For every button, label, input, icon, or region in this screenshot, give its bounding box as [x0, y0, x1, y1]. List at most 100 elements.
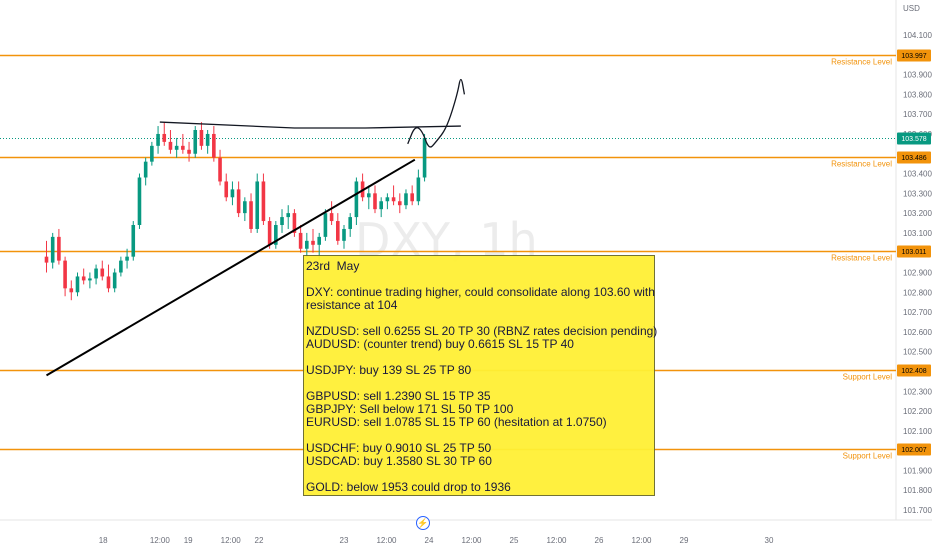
note-line: GBPUSD: sell 1.2390 SL 15 TP 35 [306, 389, 491, 403]
candle-body [44, 256, 49, 263]
price-axis[interactable]: 104.100103.900103.800103.700103.600103.4… [897, 31, 932, 515]
candlesticks [44, 122, 427, 301]
time-axis[interactable]: 18 12:00 19 12:00 22 23 12:00 24 12:00 25 12:00 26 1… [99, 536, 774, 545]
candle-body [354, 181, 359, 218]
consolidation-line [159, 121, 461, 129]
y-tick-label: 101.700 [903, 506, 932, 515]
candle-body [385, 197, 390, 202]
candle-body [249, 201, 253, 229]
candle-body [329, 213, 334, 222]
candle-body [57, 236, 61, 261]
price-tag [897, 245, 931, 258]
y-tick-label: 103.200 [903, 209, 932, 218]
chart-grid [0, 0, 932, 521]
candle-body [305, 240, 309, 249]
candle-body [193, 130, 198, 154]
price-tag [897, 151, 931, 164]
note-line: USDJPY: buy 139 SL 25 TP 80 [306, 363, 472, 377]
y-tick-label: 103.400 [903, 170, 932, 179]
candle-body [112, 272, 117, 289]
candle-body [75, 276, 80, 293]
candle-body [205, 133, 210, 146]
candle-body [63, 260, 67, 289]
x-tick-label: 18 [99, 536, 108, 545]
candle-body [416, 177, 421, 202]
note-line: EURUSD: sell 1.0785 SL 15 TP 60 (hesitat… [306, 415, 607, 429]
candle-body [143, 161, 148, 178]
note-line: USDCHF: buy 0.9010 SL 25 TP 50 [306, 441, 492, 455]
current-price-label: 103.578 [901, 136, 926, 143]
note-line: NZDUSD: sell 0.6255 SL 20 TP 30 (RBNZ ra… [306, 324, 658, 338]
y-tick-label: 102.500 [903, 348, 932, 357]
candle-body [131, 225, 136, 257]
candle-body [125, 256, 129, 261]
candle-body [100, 268, 105, 277]
price-tag-label: 103.011 [902, 249, 927, 256]
x-tick-label: 12:00 [546, 536, 567, 545]
candle-body [174, 145, 179, 150]
currency-label: USD [903, 4, 920, 13]
note-line: 23rd May [306, 259, 360, 273]
price-tag-label: 102.007 [901, 447, 926, 454]
candle-body [156, 133, 160, 146]
lightning-icon[interactable]: ⚡ [416, 516, 430, 530]
x-tick-label: 12:00 [631, 536, 652, 545]
analysis-note[interactable]: 23rd May DXY: continue trading higher, co… [303, 255, 658, 496]
candle-body [336, 221, 340, 241]
candle-body [298, 232, 303, 249]
candle-body [366, 193, 371, 198]
price-tag [897, 49, 931, 62]
candle-body [88, 278, 92, 281]
price-tag [897, 364, 931, 377]
y-tick-label: 102.200 [903, 407, 932, 416]
y-tick-label: 103.700 [903, 110, 932, 119]
x-tick-label: 12:00 [150, 536, 171, 545]
y-tick-label: 102.900 [903, 269, 932, 278]
y-tick-label: 102.100 [903, 427, 932, 436]
y-tick-label: 103.800 [903, 90, 932, 99]
candle-body [280, 217, 284, 225]
candle-body [81, 276, 86, 281]
candle-body [404, 193, 408, 206]
x-tick-label: 26 [595, 536, 604, 545]
x-tick-label: 22 [255, 536, 264, 545]
candle-body [236, 189, 241, 214]
price-levels: Resistance Level Resistance Level Resistan… [0, 54, 896, 461]
y-tick-label: 103.900 [903, 71, 932, 80]
x-tick-label: 29 [680, 536, 689, 545]
note-line: USDCAD: buy 1.3580 SL 30 TP 60 [306, 454, 492, 468]
x-tick-label: 24 [425, 536, 434, 545]
candle-body [50, 236, 55, 263]
candle-body [274, 225, 278, 245]
y-tick-label: 102.600 [903, 328, 932, 337]
x-tick-label: 19 [184, 536, 193, 545]
trendline [45, 158, 416, 377]
candle-body [69, 288, 74, 293]
candle-body [218, 157, 222, 182]
y-tick-label: 102.300 [903, 387, 932, 396]
candle-body [187, 149, 191, 154]
candle-body [397, 201, 402, 206]
x-tick-label: 25 [510, 536, 519, 545]
note-line: resistance at 104 [306, 298, 398, 312]
candle-body [224, 181, 229, 198]
candle-body [150, 145, 154, 162]
note-line: GBPJPY: Sell below 171 SL 50 TP 100 [306, 402, 514, 416]
drawings [45, 78, 466, 377]
candle-body [212, 133, 216, 158]
level-label: Resistance Level [831, 58, 892, 67]
note-line: DXY: continue trading higher, could cons… [306, 285, 655, 299]
x-tick-label: 12:00 [221, 536, 242, 545]
y-tick-label: 102.700 [903, 308, 932, 317]
candle-body [106, 276, 111, 289]
candle-body [286, 213, 291, 218]
price-tag-label: 102.408 [901, 368, 926, 375]
x-tick-label: 12:00 [461, 536, 482, 545]
y-tick-label: 101.800 [903, 486, 932, 495]
x-tick-label: 30 [765, 536, 774, 545]
candle-body [379, 201, 383, 210]
projection-path [407, 78, 466, 148]
level-label: Support Level [843, 373, 893, 382]
y-tick-label: 102.800 [903, 288, 932, 297]
